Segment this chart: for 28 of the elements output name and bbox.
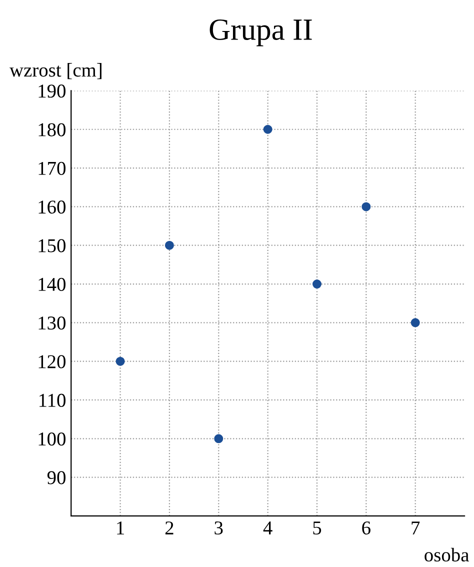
x-tick-label: 1 [117,521,124,534]
y-tick-label: 150 [38,239,66,252]
y-axis-title: wzrost [cm] [10,63,102,80]
y-tick-label: 190 [38,84,66,98]
chart-title: Grupa II [210,19,312,46]
x-tick-label: 6 [362,521,370,535]
point [214,434,224,444]
y-tick-label: 160 [38,200,66,214]
x-tick-label: 2 [165,521,174,534]
point [362,202,371,212]
y-tick-label: 90 [47,471,66,484]
y-tick-label: 170 [38,162,66,175]
x-axis-title: osoba [424,548,469,562]
point [164,240,174,250]
x-tick-label: 7 [412,522,420,534]
point [410,318,420,328]
y-tick-label: 110 [40,394,66,407]
point [263,124,272,134]
point [312,280,322,289]
x-tick-label: 4 [263,522,272,534]
x-tick-label: 3 [214,521,223,535]
x-tick-label: 5 [313,522,322,535]
y-tick-label: 120 [38,355,66,368]
y-tick-label: 180 [38,123,66,136]
y-tick-label: 130 [38,316,66,330]
point [116,356,125,366]
y-tick-label: 100 [38,432,66,446]
y-tick-label: 140 [38,278,66,291]
